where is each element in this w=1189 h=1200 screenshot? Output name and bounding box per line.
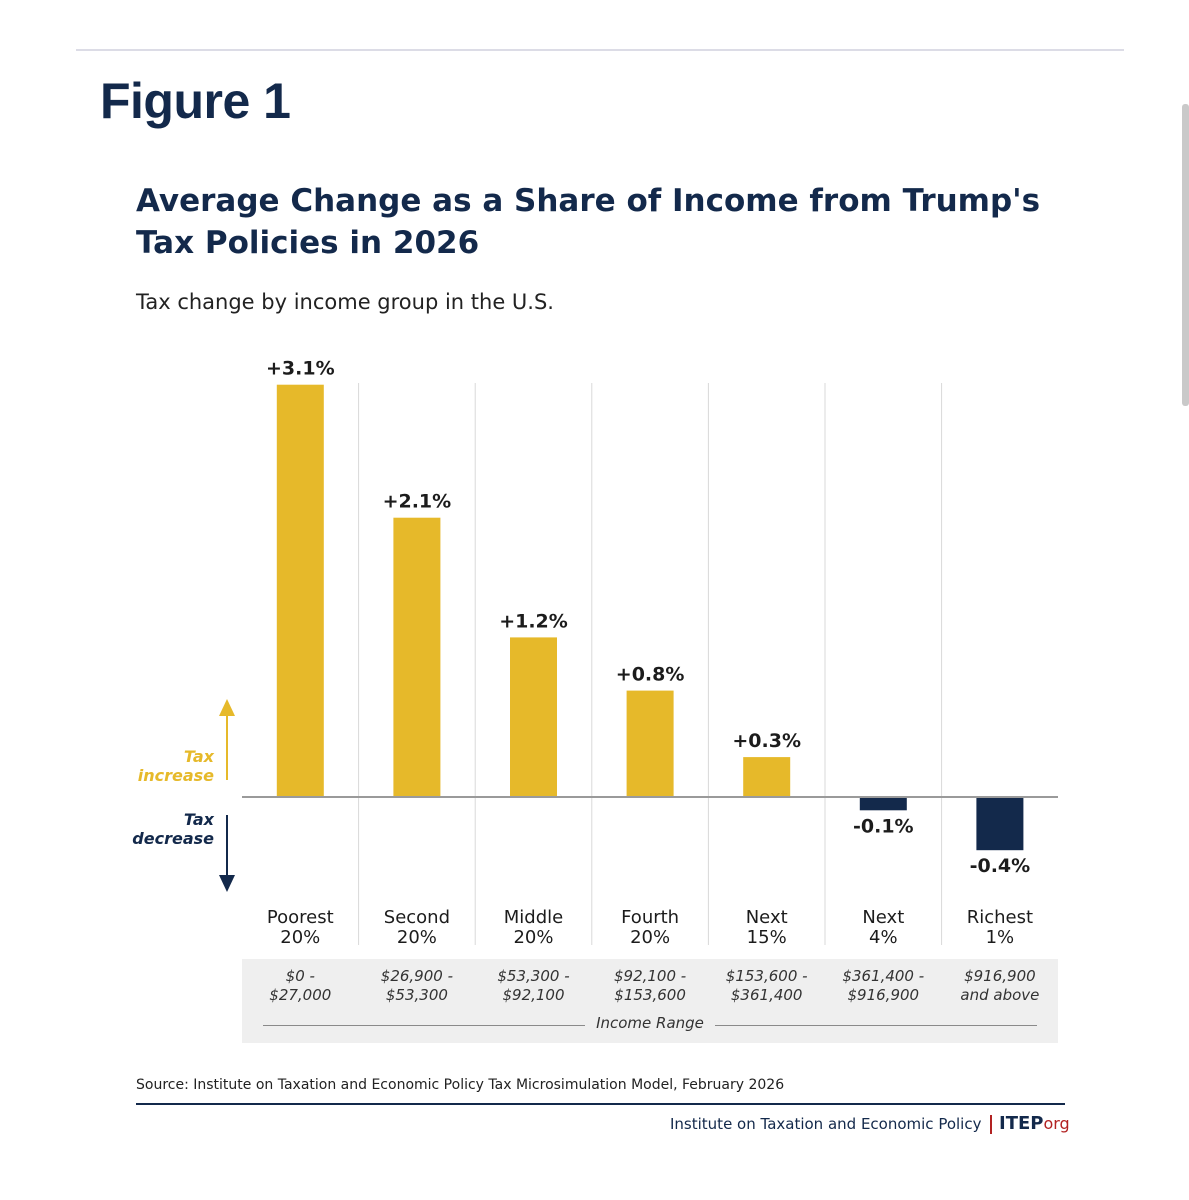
bar [510, 637, 557, 797]
footer-institute: Institute on Taxation and Economic Polic… [670, 1115, 982, 1133]
income-range-label: $153,600 - $361,400 [725, 967, 808, 1004]
source-note: Source: Institute on Taxation and Econom… [136, 1077, 785, 1093]
category-label: Next 4% [862, 907, 905, 948]
tax-increase-label: Tax increase [138, 747, 215, 785]
income-range-label: $26,900 - $53,300 [380, 967, 453, 1004]
income-range-label: $53,300 - $92,100 [497, 967, 570, 1004]
figure-title: Figure 1 [100, 73, 291, 129]
scrollbar[interactable] [1182, 104, 1189, 406]
data-label: +2.1% [383, 491, 452, 513]
bar [626, 690, 674, 797]
data-label: -0.1% [853, 815, 914, 837]
decrease-arrow-icon [219, 875, 235, 892]
top-rule [76, 49, 1124, 51]
income-range-label: $361,400 - $916,900 [842, 967, 925, 1004]
category-label: Poorest 20% [266, 907, 334, 948]
logo-suffix: org [1043, 1114, 1070, 1133]
tax-decrease-label: Tax decrease [132, 810, 214, 848]
income-range-label: $0 - $27,000 [269, 967, 332, 1004]
chart-title: Average Change as a Share of Income from… [136, 183, 1041, 261]
footer-separator [990, 1115, 992, 1134]
itep-logo: ITEPorg [999, 1113, 1070, 1134]
increase-arrow-icon [219, 699, 235, 716]
bar [276, 384, 324, 797]
bar [976, 797, 1024, 851]
logo-main: ITEP [999, 1113, 1044, 1134]
data-label: +0.3% [732, 730, 801, 752]
bar [393, 517, 441, 797]
income-range-line-left [263, 1025, 585, 1026]
category-label: Second 20% [383, 907, 451, 948]
income-range-panel [242, 959, 1058, 1043]
income-range-label: $916,900 and above [960, 967, 1040, 1004]
category-label: Richest 1% [966, 907, 1034, 948]
data-label: -0.4% [970, 855, 1031, 877]
bar [743, 757, 791, 797]
income-range-line-right [715, 1025, 1037, 1026]
category-label: Fourth 20% [621, 907, 680, 948]
bottom-rule [136, 1103, 1065, 1105]
category-label: Middle 20% [503, 907, 564, 948]
data-label: +3.1% [266, 358, 335, 380]
income-range-label: $92,100 - $153,600 [613, 967, 687, 1004]
data-label: +0.8% [616, 664, 685, 686]
chart-subtitle: Tax change by income group in the U.S. [136, 290, 554, 314]
category-label: Next 15% [745, 907, 788, 948]
data-label: +1.2% [499, 610, 568, 632]
bar [859, 797, 907, 811]
income-range-title: Income Range [596, 1014, 704, 1032]
